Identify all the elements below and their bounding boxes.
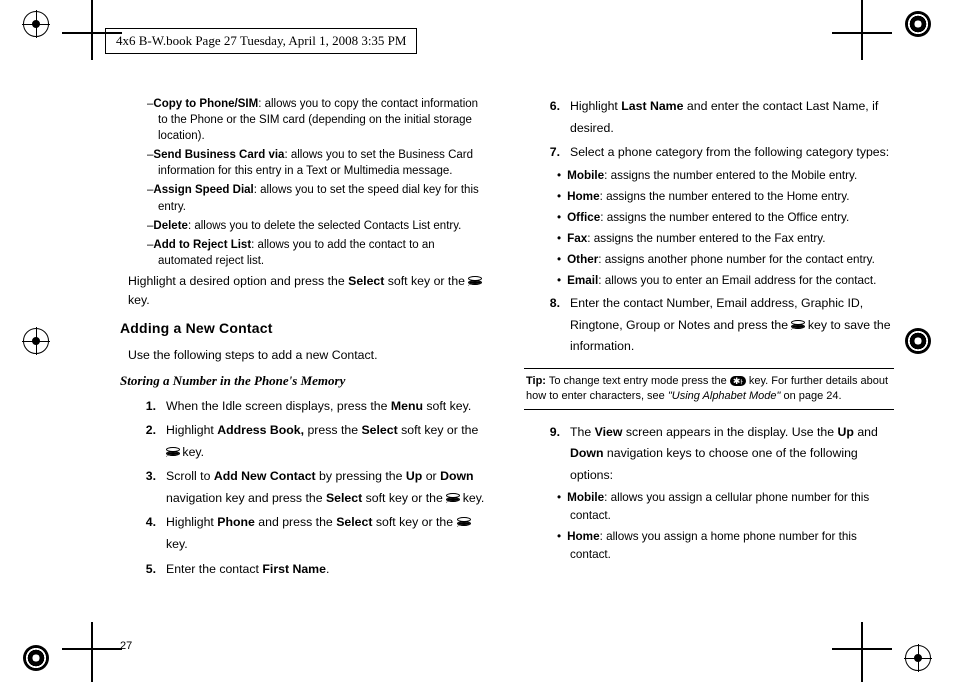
page-number: 27 <box>120 640 132 652</box>
dash-item: –Add to Reject List: allows you to add t… <box>120 237 490 269</box>
body-text: Use the following steps to add a new Con… <box>120 346 490 365</box>
ok-key-icon <box>166 447 179 457</box>
view-bullet: •Mobile: allows you assign a cellular ph… <box>524 489 894 525</box>
step-3: 3.Scroll to Add New Contact by pressing … <box>120 466 490 509</box>
step-1: 1.When the Idle screen displays, press t… <box>120 396 490 418</box>
ok-key-icon <box>468 276 481 286</box>
category-bullet: •Email: allows you to enter an Email add… <box>524 272 894 290</box>
tip-box: Tip: To change text entry mode press the… <box>524 368 894 410</box>
step-6: 6.Highlight Last Name and enter the cont… <box>524 96 894 139</box>
heading-add-contact: Adding a New Contact <box>120 318 490 340</box>
step-7: 7.Select a phone category from the follo… <box>524 142 894 164</box>
step-5: 5.Enter the contact First Name. <box>120 559 490 581</box>
page-header: 4x6 B-W.book Page 27 Tuesday, April 1, 2… <box>105 28 417 54</box>
regmark-top-left <box>22 10 50 38</box>
category-bullet: •Other: assigns another phone number for… <box>524 251 894 269</box>
ok-key-icon <box>446 493 459 503</box>
star-key-icon: ✱ࡲ <box>730 376 746 386</box>
dash-item: –Delete: allows you to delete the select… <box>120 218 490 234</box>
page-content: –Copy to Phone/SIM: allows you to copy t… <box>120 96 894 641</box>
regmark-top-right <box>904 10 932 38</box>
dash-item: –Assign Speed Dial: allows you to set th… <box>120 182 490 214</box>
heading-store-number: Storing a Number in the Phone's Memory <box>120 371 490 391</box>
regmark-mid-right <box>904 327 932 355</box>
category-bullet: •Home: assigns the number entered to the… <box>524 188 894 206</box>
category-bullet: •Fax: assigns the number entered to the … <box>524 230 894 248</box>
category-bullet: •Office: assigns the number entered to t… <box>524 209 894 227</box>
step-2: 2.Highlight Address Book, press the Sele… <box>120 420 490 463</box>
ok-key-icon <box>457 517 470 527</box>
regmark-mid-left <box>22 327 50 355</box>
ok-key-icon <box>791 320 804 330</box>
category-bullet: •Mobile: assigns the number entered to t… <box>524 167 894 185</box>
step-4: 4.Highlight Phone and press the Select s… <box>120 512 490 555</box>
dash-item: –Copy to Phone/SIM: allows you to copy t… <box>120 96 490 144</box>
cropmark-top <box>832 0 892 60</box>
body-text: Highlight a desired option and press the… <box>120 272 490 310</box>
cropmark-bottom-left <box>62 622 122 682</box>
dash-item: –Send Business Card via: allows you to s… <box>120 147 490 179</box>
regmark-bottom-right <box>904 644 932 672</box>
view-bullet: •Home: allows you assign a home phone nu… <box>524 528 894 564</box>
regmark-bottom-left <box>22 644 50 672</box>
step-8: 8.Enter the contact Number, Email addres… <box>524 293 894 358</box>
step-9: 9.The View screen appears in the display… <box>524 422 894 487</box>
